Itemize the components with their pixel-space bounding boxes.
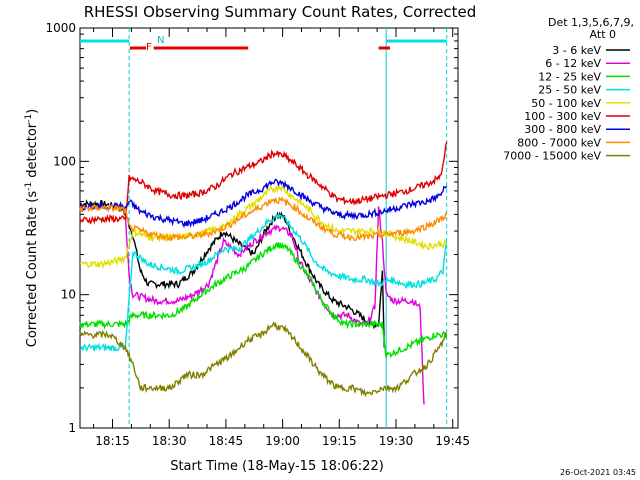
- y-tick-label: 100: [53, 154, 76, 168]
- series-line: [124, 206, 425, 405]
- series-line: [79, 141, 448, 225]
- plot-frame: [79, 27, 459, 429]
- chart-title: RHESSI Observing Summary Count Rates, Co…: [84, 3, 477, 21]
- y-tick-label: 1: [68, 421, 76, 435]
- series-line: [79, 241, 448, 359]
- x-tick-label: 19:30: [379, 434, 414, 448]
- x-tick-label: 19:00: [265, 434, 300, 448]
- legend-label: 6 - 12 keV: [545, 57, 601, 70]
- y-axis-ticks: 1 10 100 1000: [45, 21, 458, 435]
- flare-annotation-label: F: [146, 42, 152, 53]
- x-tick-label: 19:15: [322, 434, 357, 448]
- series-line: [79, 178, 448, 229]
- legend-label: 50 - 100 keV: [531, 97, 601, 110]
- legend-label: 3 - 6 keV: [552, 44, 601, 57]
- time-markers: [128, 28, 448, 428]
- x-axis-label: Start Time (18-May-15 18:06:22): [170, 459, 384, 474]
- y-label-end: ): [25, 109, 40, 114]
- series-line: [79, 196, 448, 242]
- footer-timestamp: 26-Oct-2021 03:45: [560, 468, 636, 477]
- status-bars: [80, 39, 447, 50]
- legend-label: 300 - 800 keV: [524, 123, 601, 136]
- x-tick-label: 18:15: [95, 434, 130, 448]
- y-label-mid: detector: [25, 122, 40, 182]
- x-tick-label: 18:30: [152, 434, 187, 448]
- series-line: [79, 199, 385, 348]
- y-tick-label: 10: [61, 288, 76, 302]
- series-line: [79, 184, 448, 270]
- legend-label: 25 - 50 keV: [538, 84, 601, 97]
- y-label-exp2: -1: [24, 114, 34, 123]
- night-annotation-label: N: [157, 35, 164, 46]
- y-label-main: Corrected Count Rate (s: [25, 191, 40, 348]
- y-tick-label: 1000: [45, 21, 76, 35]
- legend-header-line2: Att 0: [590, 28, 616, 41]
- series-lines: [79, 141, 448, 405]
- y-axis-label: Corrected Count Rate (s-1 detector-1): [24, 109, 40, 347]
- x-tick-label: 18:45: [209, 434, 244, 448]
- x-axis-ticks: 18:15 18:30 18:45 19:00 19:15 19:30 19:45: [93, 28, 470, 448]
- y-label-exp1: -1: [24, 182, 34, 191]
- legend-label: 7000 - 15000 keV: [503, 150, 601, 163]
- x-tick-label: 19:45: [435, 434, 470, 448]
- series-line: [79, 321, 448, 398]
- legend-label: 12 - 25 keV: [538, 70, 601, 83]
- legend-label: 100 - 300 keV: [524, 110, 601, 123]
- series-line: [79, 213, 448, 353]
- legend-label: 800 - 7000 keV: [517, 136, 601, 149]
- legend-header-line1: Det 1,3,5,6,7,9,: [548, 16, 634, 29]
